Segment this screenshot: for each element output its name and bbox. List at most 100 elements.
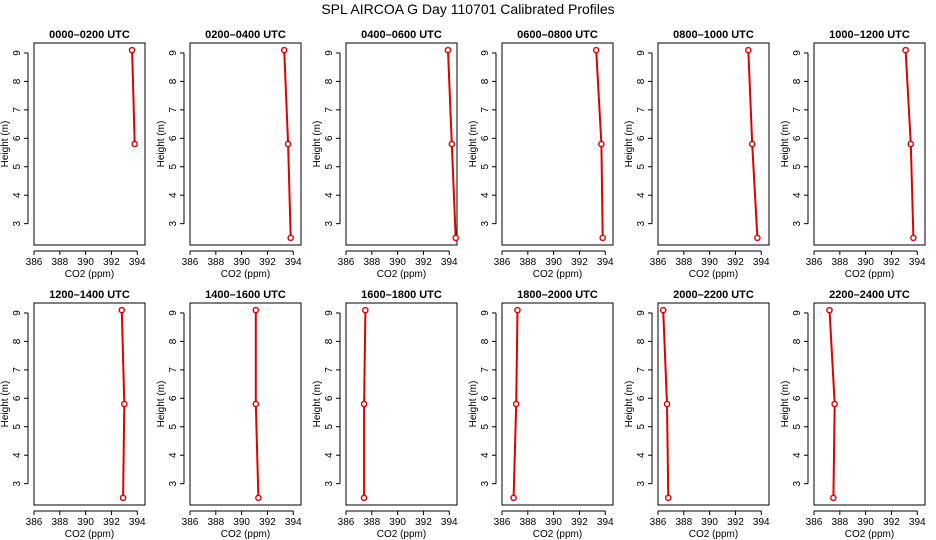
panel-9-data-point	[362, 306, 369, 314]
panel-7-y-tick-label: 3	[12, 480, 23, 486]
panel-7-y-tick-label: 5	[12, 424, 23, 430]
panel-3-x-tick-label: 394	[441, 257, 458, 268]
panel-9-x-tick-label: 392	[415, 517, 432, 528]
panel-10-y-tick-label: 6	[480, 395, 491, 401]
panel-6-data-point	[910, 234, 917, 242]
panel-2-y-tick-label: 8	[168, 78, 179, 84]
panel-2-x-tick-label: 394	[285, 257, 302, 268]
panel-12-data-point	[831, 400, 838, 408]
panel-11-y-tick-label: 6	[636, 395, 647, 401]
panel-7: 1200–1400 UTC 386 388 390 392 394 CO2 (ppm) 3 4 5…	[0, 289, 146, 540]
panel-7-data-point	[118, 306, 126, 314]
panel-12-frame	[813, 302, 926, 506]
panel-10-x-tick-label: 390	[545, 517, 562, 528]
panel-5-y-tick-label: 3	[636, 220, 647, 226]
panel-11-y-tick-label: 5	[636, 424, 647, 430]
panel-11-x-axis-label: CO2 (ppm)	[689, 529, 738, 540]
panel-5-y-tick-label: 7	[636, 107, 647, 113]
panel-1-x-tick-label: 394	[129, 257, 146, 268]
panel-1: 0000–0200 UTC 386 388 390 392 394 CO2 (ppm) 3 4 5…	[0, 29, 146, 280]
panel-8-y-tick-label: 4	[168, 452, 179, 458]
panel-1-y-tick-label: 3	[12, 220, 23, 226]
panel-4-x-tick-label: 390	[545, 257, 562, 268]
panel-8-data-point	[252, 306, 260, 314]
panel-8-y-tick-label: 3	[168, 480, 179, 486]
panel-12-x-tick-label: 388	[831, 517, 848, 528]
panel-8-x-tick-label: 388	[207, 517, 224, 528]
panel-7-y-tick-label: 7	[12, 367, 23, 373]
panel-8-x-tick-label: 390	[233, 517, 250, 528]
panel-12-x-tick-label: 392	[883, 517, 900, 528]
panel-3-y-tick-label: 6	[324, 135, 335, 141]
panel-6-y-tick-label: 7	[792, 107, 803, 113]
panel-4-x-axis-label: CO2 (ppm)	[533, 269, 582, 280]
panel-3-y-tick-label: 5	[324, 164, 335, 170]
panel-9-x-tick-label: 388	[363, 517, 380, 528]
panel-5-y-tick-label: 9	[636, 50, 647, 56]
panel-9-y-tick-label: 9	[324, 310, 335, 316]
panel-5-y-tick-label: 5	[636, 164, 647, 170]
panel-4-data-point	[599, 234, 606, 242]
panel-8-x-tick-label: 386	[182, 517, 199, 528]
panel-7-y-axis-label: Height (m)	[0, 381, 11, 428]
panel-4-y-tick-label: 5	[480, 164, 491, 170]
panel-11: 2000–2200 UTC 386 388 390 392 394 CO2 (ppm) 3 4 5…	[624, 289, 770, 540]
panel-12-title: 2200–2400 UTC	[829, 289, 910, 301]
panel-8-x-tick-label: 394	[285, 517, 302, 528]
panel-6-y-tick-label: 6	[792, 135, 803, 141]
panel-5-x-axis-label: CO2 (ppm)	[689, 269, 738, 280]
panel-8-y-axis-label: Height (m)	[156, 381, 167, 428]
panel-2-data-point	[280, 46, 288, 54]
panel-10-x-tick-label: 394	[597, 517, 614, 528]
panel-9-y-tick-label: 4	[324, 452, 335, 458]
panel-4-y-tick-label: 9	[480, 50, 491, 56]
panel-4-y-axis-label: Height (m)	[468, 121, 479, 168]
panel-2-data-point	[287, 234, 294, 242]
panel-3-y-axis-label: Height (m)	[312, 121, 323, 168]
panel-9-y-tick-label: 7	[324, 367, 335, 373]
panel-12-y-axis-label: Height (m)	[780, 381, 791, 428]
panel-11-y-tick-label: 7	[636, 367, 647, 373]
panel-3-title: 0400–0600 UTC	[361, 29, 442, 41]
panel-6-y-tick-label: 5	[792, 164, 803, 170]
panel-9-y-tick-label: 5	[324, 424, 335, 430]
panel-9-y-axis-label: Height (m)	[312, 381, 323, 428]
panel-7-title: 1200–1400 UTC	[49, 289, 130, 301]
panel-11-y-tick-label: 8	[636, 338, 647, 344]
panel-1-data-point	[131, 140, 138, 148]
panel-1-title: 0000–0200 UTC	[49, 29, 130, 41]
panel-1-x-tick-label: 386	[26, 257, 43, 268]
panel-6-frame	[813, 42, 926, 246]
panel-10-data-point	[514, 306, 521, 314]
panel-3-x-axis-label: CO2 (ppm)	[377, 269, 426, 280]
panel-6-x-axis-label: CO2 (ppm)	[845, 269, 894, 280]
panel-1-x-axis-label: CO2 (ppm)	[65, 269, 114, 280]
panel-3: 0400–0600 UTC 386 388 390 392 394 CO2 (ppm) 3 4 5…	[312, 29, 460, 280]
panel-8-y-tick-label: 5	[168, 424, 179, 430]
panel-8: 1400–1600 UTC 386 388 390 392 394 CO2 (ppm) 3 4 5…	[156, 289, 302, 540]
panel-5-frame	[657, 42, 770, 246]
panel-11-x-tick-label: 388	[675, 517, 692, 528]
panel-3-x-tick-label: 388	[363, 257, 380, 268]
panel-2-x-tick-label: 392	[259, 257, 276, 268]
panel-6-x-tick-label: 390	[857, 257, 874, 268]
panel-6-x-tick-label: 392	[883, 257, 900, 268]
panel-6-y-tick-label: 9	[792, 50, 803, 56]
panel-12-x-tick-label: 386	[806, 517, 823, 528]
panel-1-x-tick-label: 388	[51, 257, 68, 268]
panel-8-y-tick-label: 9	[168, 310, 179, 316]
page-title: SPL AIRCOA G Day 110701 Calibrated Profi…	[321, 1, 615, 17]
panel-9-title: 1600–1800 UTC	[361, 289, 442, 301]
panel-1-y-axis-label: Height (m)	[0, 121, 11, 168]
panel-11-x-tick-label: 386	[650, 517, 667, 528]
panel-4-y-tick-label: 7	[480, 107, 491, 113]
panel-7-x-tick-label: 388	[51, 517, 68, 528]
panel-5-data-point	[754, 234, 761, 242]
panel-4-x-tick-label: 388	[519, 257, 536, 268]
panel-9-x-tick-label: 394	[441, 517, 458, 528]
panel-12-data-point	[830, 494, 837, 502]
panel-2-title: 0200–0400 UTC	[205, 29, 286, 41]
panel-1-y-tick-label: 9	[12, 50, 23, 56]
panel-1-x-tick-label: 392	[103, 257, 120, 268]
